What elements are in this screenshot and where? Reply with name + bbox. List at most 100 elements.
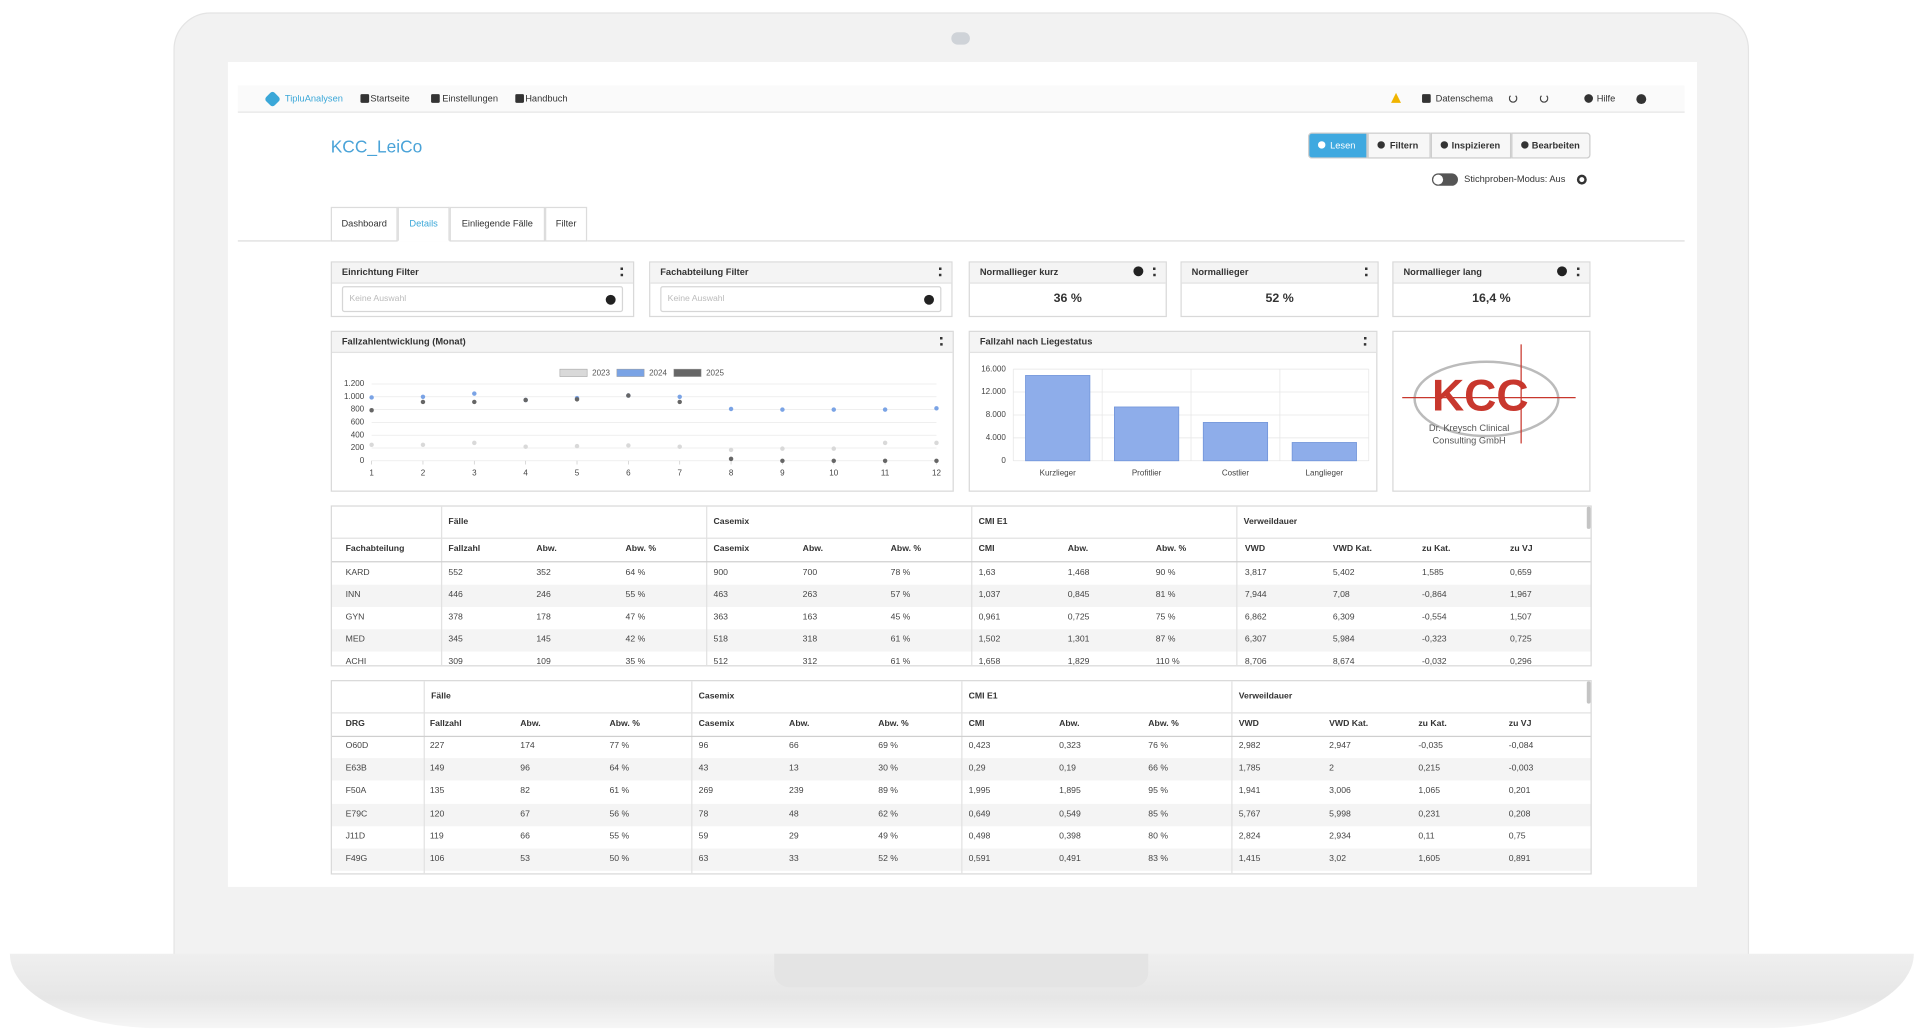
panel-menu[interactable] bbox=[1363, 336, 1367, 346]
nav-icon bbox=[515, 94, 524, 103]
group-header: Fälle bbox=[431, 692, 451, 702]
panel-title: Normallieger lang bbox=[1403, 265, 1482, 277]
info-icon[interactable] bbox=[1133, 266, 1144, 277]
table-cell: 7,08 bbox=[1332, 590, 1350, 600]
line-point bbox=[420, 394, 426, 400]
y-tick-label: 0 bbox=[1001, 456, 1006, 465]
add-icon[interactable] bbox=[924, 294, 934, 305]
nav-link[interactable]: Handbuch bbox=[525, 92, 568, 105]
nav-link[interactable]: Datenschema bbox=[1435, 92, 1493, 105]
x-tick-label: 3 bbox=[472, 468, 477, 477]
y-tick-label: 16.000 bbox=[981, 364, 1006, 373]
table-cell: 1,829 bbox=[1067, 657, 1090, 667]
history-button[interactable] bbox=[1508, 94, 1518, 103]
column-header: DRG bbox=[345, 719, 365, 729]
panel-menu[interactable] bbox=[1576, 267, 1580, 277]
settings-icon[interactable] bbox=[1576, 174, 1587, 185]
nav-icon bbox=[1584, 94, 1593, 103]
line-point bbox=[831, 446, 836, 451]
panel-header bbox=[969, 331, 1377, 354]
panel-menu[interactable] bbox=[1365, 267, 1368, 277]
table-cell: 0,296 bbox=[1509, 657, 1532, 667]
table-cell: 77 % bbox=[609, 741, 630, 751]
tab[interactable] bbox=[330, 206, 398, 242]
table-cell: 345 bbox=[448, 635, 463, 645]
table-cell: ACHI bbox=[345, 657, 367, 667]
nav-link[interactable]: Startseite bbox=[370, 92, 410, 105]
table-cell: 1,895 bbox=[1059, 787, 1081, 796]
group-header: Casemix bbox=[713, 517, 750, 527]
table-cell: E79C bbox=[345, 809, 368, 819]
table-cell: 48 bbox=[789, 809, 799, 819]
line-point bbox=[728, 406, 734, 412]
column-header: VWD bbox=[1244, 545, 1266, 554]
table-cell: 110 % bbox=[1155, 657, 1180, 667]
table-cell: 95 % bbox=[1148, 787, 1169, 796]
table-cell: 246 bbox=[536, 590, 551, 600]
nav-icon bbox=[431, 94, 440, 103]
table-cell: 227 bbox=[429, 741, 445, 751]
legend-label: 2024 bbox=[649, 369, 667, 378]
info-icon[interactable] bbox=[1557, 266, 1567, 277]
tab[interactable] bbox=[449, 206, 546, 242]
group-header: CMI E1 bbox=[978, 517, 1008, 527]
filter-input[interactable] bbox=[341, 286, 624, 313]
table-cell: 1,941 bbox=[1238, 787, 1261, 796]
panel-header bbox=[1393, 262, 1590, 284]
line-point bbox=[728, 447, 734, 453]
scrollbar[interactable] bbox=[1586, 506, 1591, 529]
table-cell: 518 bbox=[713, 635, 728, 645]
panel-menu[interactable] bbox=[940, 336, 943, 346]
line-point bbox=[728, 456, 734, 462]
filter-panel bbox=[649, 261, 953, 318]
table-cell: 3,006 bbox=[1329, 787, 1351, 796]
history-button[interactable] bbox=[1539, 94, 1549, 103]
y-tick-label: 800 bbox=[351, 405, 365, 414]
nav-link[interactable]: Hilfe bbox=[1596, 92, 1616, 105]
nav-icon bbox=[1422, 94, 1431, 103]
data-table: Fälle Casemix CMI E1 Verweildauer DRG Fallzah… bbox=[330, 680, 1592, 875]
nav-link[interactable]: Einstellungen bbox=[442, 92, 499, 105]
table-cell: 69 % bbox=[878, 741, 899, 751]
table-cell: 1,967 bbox=[1509, 590, 1532, 600]
table-cell: F50A bbox=[345, 787, 367, 796]
table-cell: 66 bbox=[520, 832, 530, 841]
tab[interactable] bbox=[397, 206, 450, 242]
table-cell: 0,549 bbox=[1059, 809, 1081, 819]
table-cell: 178 bbox=[536, 613, 551, 622]
group-divider bbox=[423, 681, 425, 874]
panel-title: Normallieger bbox=[1191, 265, 1249, 277]
filter-input[interactable] bbox=[660, 286, 942, 313]
tab[interactable] bbox=[545, 206, 588, 242]
button-icon bbox=[1377, 141, 1385, 149]
column-header: Abw. % bbox=[1155, 545, 1187, 554]
panel-menu[interactable] bbox=[620, 267, 624, 277]
table-cell: 0,725 bbox=[1509, 635, 1532, 645]
legend-swatch bbox=[673, 368, 702, 377]
table-cell: 0,725 bbox=[1067, 613, 1090, 622]
table-cell: 8,706 bbox=[1244, 657, 1267, 667]
panel-menu[interactable] bbox=[1153, 267, 1156, 277]
line-point bbox=[420, 442, 426, 448]
panel-menu[interactable] bbox=[938, 267, 942, 277]
toolbar-button[interactable] bbox=[1308, 132, 1368, 159]
x-tick-label: Kurzlieger bbox=[1040, 468, 1077, 477]
add-icon[interactable] bbox=[605, 294, 616, 305]
table-cell: 6,307 bbox=[1244, 635, 1267, 645]
table-cell: 312 bbox=[802, 657, 818, 667]
table-cell: 55 % bbox=[625, 590, 646, 600]
table-cell: 43 bbox=[698, 764, 709, 774]
brand[interactable]: TipluAnalysen bbox=[284, 92, 343, 105]
user-icon[interactable] bbox=[1636, 94, 1647, 105]
table-cell: 2,824 bbox=[1238, 832, 1261, 841]
table-cell: 45 % bbox=[890, 613, 911, 622]
line-point bbox=[882, 407, 888, 412]
table-cell: 96 bbox=[520, 764, 530, 774]
column-header: Casemix bbox=[698, 719, 735, 729]
bar bbox=[1025, 375, 1091, 462]
scrollbar[interactable] bbox=[1586, 681, 1591, 704]
panel-header bbox=[969, 262, 1166, 284]
table-cell: 66 % bbox=[1148, 764, 1169, 774]
panel-title: Einrichtung Filter bbox=[341, 265, 419, 277]
